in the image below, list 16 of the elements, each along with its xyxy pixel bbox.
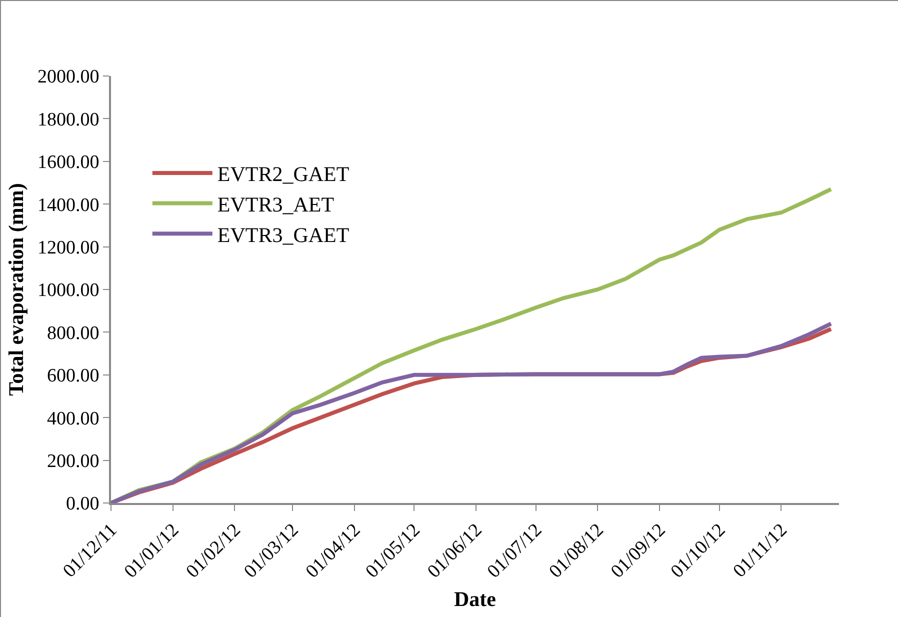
- y-tick-label: 1800.00: [37, 109, 100, 130]
- legend-label: EVTR2_GAET: [217, 162, 350, 186]
- y-axis-title: Total evaporation (mm): [4, 183, 28, 396]
- x-axis-title: Date: [454, 587, 496, 612]
- y-tick-label: 600.00: [46, 366, 100, 387]
- y-tick-label: 1400.00: [37, 194, 100, 216]
- y-tick-label: 1000.00: [37, 280, 100, 302]
- y-tick-label: 2000.00: [37, 66, 100, 88]
- y-tick-label: 800.00: [46, 322, 100, 344]
- y-tick-label: 400.00: [46, 408, 100, 430]
- legend-label: EVTR3_AET: [217, 192, 334, 216]
- y-tick-label: 0.00: [66, 494, 100, 515]
- legend-label: EVTR3_GAET: [217, 222, 350, 247]
- y-tick-label: 1600.00: [37, 152, 100, 174]
- y-tick-label: 1200.00: [37, 237, 100, 258]
- y-tick-label: 200.00: [46, 450, 100, 472]
